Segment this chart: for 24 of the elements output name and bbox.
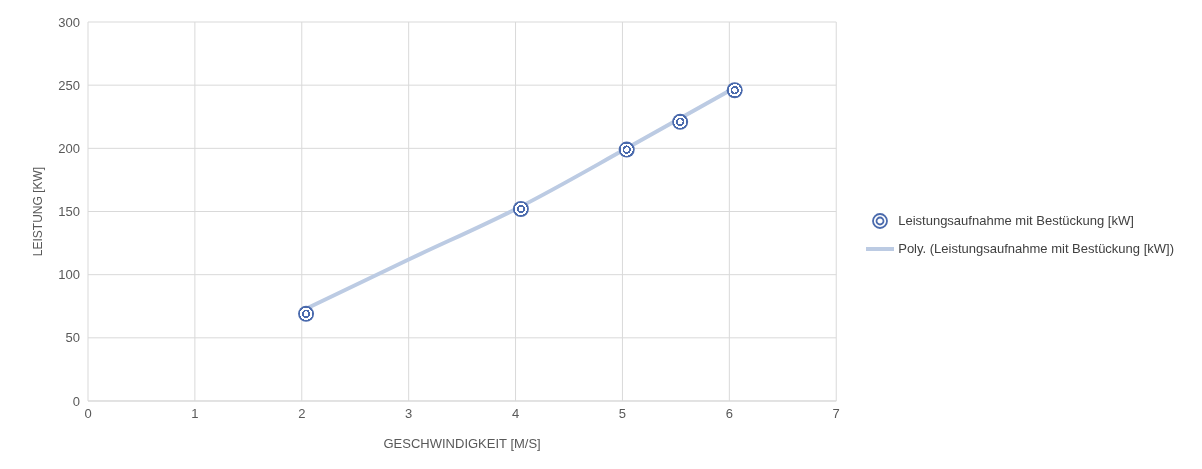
y-tick-label: 200 — [58, 140, 80, 156]
x-tick-label: 7 — [832, 406, 840, 422]
point — [512, 200, 529, 217]
y-axis-title: LEISTUNG [KW] — [31, 166, 46, 257]
x-tick-label: 0 — [84, 406, 92, 422]
y-tick-label: 150 — [58, 204, 80, 220]
point — [672, 113, 689, 130]
x-tick-label: 1 — [191, 406, 199, 422]
point — [618, 141, 635, 158]
x-axis-title: GESCHWINDIGKEIT [M/S] — [383, 436, 541, 452]
y-tick-label: 0 — [72, 393, 80, 409]
x-tick-label: 4 — [511, 406, 520, 422]
legend-label: Poly. (Leistungsaufnahme mit Bestückung [kW]) — [898, 241, 1174, 256]
x-tick-label: 5 — [618, 406, 627, 422]
y-tick-label: 100 — [58, 267, 80, 283]
x-tick-label: 6 — [725, 406, 733, 422]
y-tick-label: 250 — [58, 77, 80, 93]
legend-label: Leistungsaufnahme mit Bestückung [kW] — [898, 213, 1134, 228]
x-tick-label: 2 — [298, 406, 306, 422]
point — [726, 82, 743, 99]
y-tick-label: 300 — [58, 14, 80, 30]
point — [298, 305, 315, 322]
y-tick-label: 50 — [65, 330, 80, 346]
x-tick-label: 3 — [405, 406, 413, 422]
